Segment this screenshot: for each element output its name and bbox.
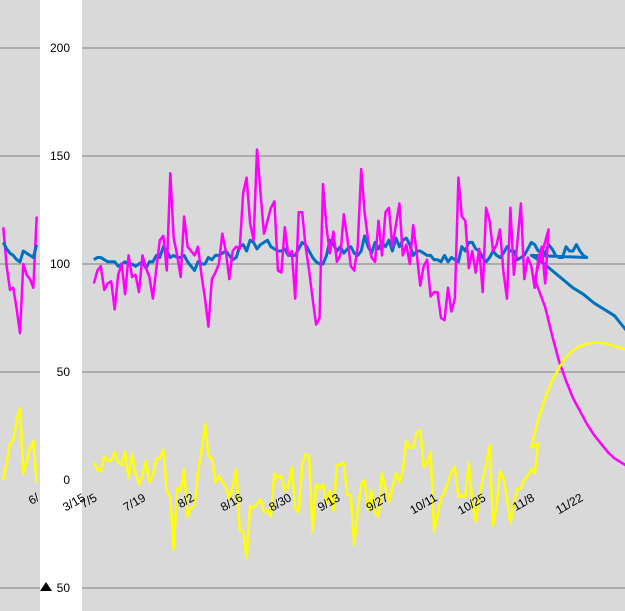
y-tick-label: 50 (57, 581, 71, 595)
y-axis-ticks: 200 150 100 50 0 50 (50, 41, 70, 595)
y-tick-label: 0 (63, 473, 70, 487)
series-line-yellow (92, 341, 625, 560)
y-tick-label: 100 (50, 257, 70, 271)
axis-label-strip (40, 0, 82, 611)
triangle-marker-icon (40, 582, 52, 591)
series-line-yellow (2, 407, 38, 483)
y-tick-label: 150 (50, 149, 70, 163)
series-line-magenta (2, 216, 38, 335)
series-lines (1, 148, 625, 560)
y-tick-label: 200 (50, 41, 70, 55)
gridlines (0, 47, 625, 589)
series-line-blue (1, 241, 39, 264)
y-tick-label: 50 (57, 365, 71, 379)
series-line-magenta (92, 148, 625, 467)
